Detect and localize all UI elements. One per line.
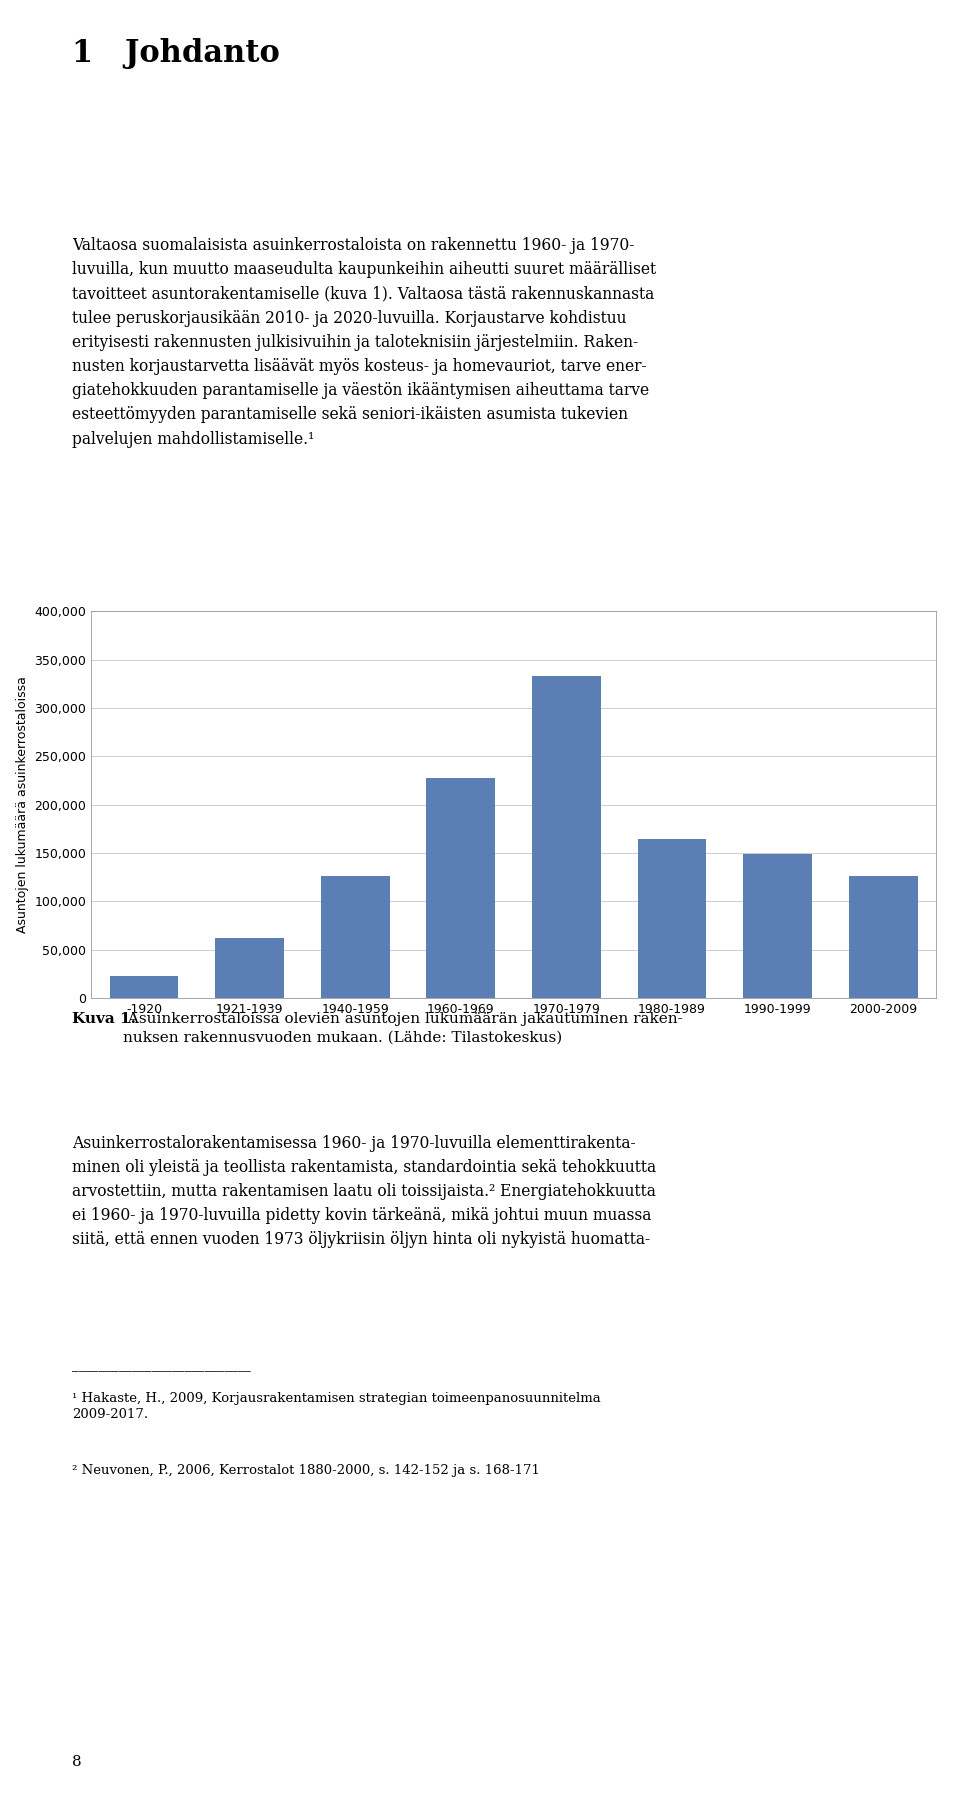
Bar — [109, 976, 179, 998]
Bar — [849, 876, 918, 998]
Text: 8: 8 — [72, 1755, 82, 1769]
Text: Kuva 1.: Kuva 1. — [72, 1012, 136, 1027]
Text: ² Neuvonen, P., 2006, Kerrostalot 1880-2000, s. 142-152 ja s. 168-171: ² Neuvonen, P., 2006, Kerrostalot 1880-2… — [72, 1464, 540, 1476]
Bar — [426, 777, 495, 998]
Bar — [637, 840, 707, 998]
Text: 1   Johdanto: 1 Johdanto — [72, 38, 280, 68]
Text: Asuinkerrostalorakentamisessa 1960- ja 1970-luvuilla elementtirakenta-
minen oli: Asuinkerrostalorakentamisessa 1960- ja 1… — [72, 1135, 656, 1248]
Bar — [743, 854, 812, 998]
Text: Valtaosa suomalaisista asuinkerrostaloista on rakennettu 1960- ja 1970-
luvuilla: Valtaosa suomalaisista asuinkerrostalois… — [72, 237, 656, 448]
Bar — [215, 939, 284, 998]
Text: ___________________________: ___________________________ — [72, 1359, 251, 1372]
Text: Asuinkerrostaloissa olevien asuntojen lukumäärän jakautuminen raken-
nuksen rake: Asuinkerrostaloissa olevien asuntojen lu… — [123, 1012, 683, 1045]
Y-axis label: Asuntojen lukumäärä asuinkerrostaloissa: Asuntojen lukumäärä asuinkerrostaloissa — [16, 676, 29, 933]
Bar — [532, 676, 601, 998]
Text: ¹ Hakaste, H., 2009, Korjausrakentamisen strategian toimeenpanosuunnitelma
2009-: ¹ Hakaste, H., 2009, Korjausrakentamisen… — [72, 1392, 601, 1420]
Bar — [321, 876, 390, 998]
